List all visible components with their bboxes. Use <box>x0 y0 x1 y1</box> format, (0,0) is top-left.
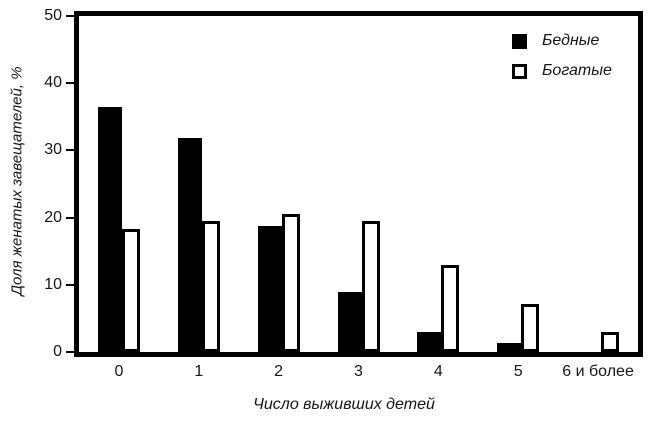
bar-rich-1 <box>201 221 220 352</box>
bar-poor-0 <box>97 107 122 352</box>
y-tick-label: 40 <box>44 74 62 92</box>
y-tick-label: 10 <box>44 275 62 293</box>
bars-layer <box>79 16 638 352</box>
bar-group-4 <box>398 16 478 352</box>
y-tick <box>66 351 75 353</box>
y-axis-title: Доля женатых завещателей, % <box>8 66 26 296</box>
legend-item-rich: Богатые <box>512 62 612 80</box>
legend-label-rich: Богатые <box>542 62 612 79</box>
legend: Бедные Богатые <box>512 32 612 92</box>
bar-poor-1 <box>177 138 202 352</box>
x-category-label-2: 2 <box>274 363 284 380</box>
bar-rich-0 <box>121 229 140 352</box>
legend-swatch-outlined-icon <box>512 63 527 79</box>
bar-poor-2 <box>257 226 282 352</box>
x-category-label-5: 5 <box>513 363 523 380</box>
x-category-label-0: 0 <box>114 363 124 380</box>
legend-swatch-filled-icon <box>512 33 527 49</box>
plot-area <box>74 11 643 357</box>
bar-group-2 <box>239 16 319 352</box>
y-tick <box>66 283 75 286</box>
y-tick <box>66 15 75 17</box>
bar-rich-5 <box>521 304 540 352</box>
y-tick-label: 20 <box>44 208 62 226</box>
legend-item-poor: Бедные <box>512 32 612 50</box>
bar-rich-3 <box>361 221 380 352</box>
bar-group-0 <box>79 16 159 352</box>
bar-rich-4 <box>441 265 460 352</box>
bar-rich-2 <box>281 214 300 352</box>
y-tick <box>66 216 75 219</box>
bar-poor-3 <box>337 292 362 352</box>
bar-poor-5 <box>497 343 522 352</box>
bar-rich-6 <box>601 332 620 352</box>
legend-label-poor: Бедные <box>542 32 600 49</box>
y-tick-label: 30 <box>44 141 62 159</box>
y-tick <box>66 149 75 152</box>
x-category-label-3: 3 <box>354 363 363 380</box>
y-tick <box>66 82 75 85</box>
x-category-label-4: 4 <box>433 363 443 380</box>
bar-group-5 <box>478 16 558 352</box>
x-axis-title: Число выживших детей <box>253 396 435 413</box>
bar-group-1 <box>159 16 239 352</box>
bar-poor-4 <box>417 332 442 352</box>
y-tick-label: 0 <box>53 343 62 360</box>
y-tick-label: 50 <box>44 7 62 24</box>
bar-group-6 <box>558 16 638 352</box>
bar-group-3 <box>319 16 399 352</box>
x-category-label-6: 6 и более <box>562 363 634 380</box>
x-category-label-1: 1 <box>194 363 204 380</box>
